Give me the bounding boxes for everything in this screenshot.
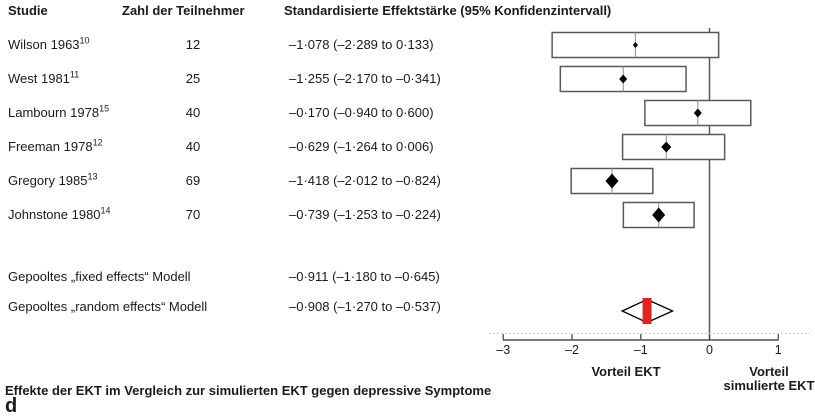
effect-ci-value: –1·255 (–2·170 to –0·341)	[289, 71, 441, 86]
estimate-marker	[605, 173, 619, 189]
effect-ci-value: –1·418 (–2·012 to –0·824)	[289, 173, 441, 188]
study-label: Gregory 198513	[8, 171, 98, 188]
favors-right-line1: Vorteil	[749, 364, 789, 379]
column-header-effect: Standardisierte Effektstärke (95% Konfid…	[284, 3, 612, 18]
effect-ci-value: –0·739 (–1·253 to –0·224)	[289, 207, 441, 222]
axis-tick-label: –2	[565, 343, 579, 357]
axis-tick-label: 0	[706, 343, 713, 357]
participants-value: 12	[185, 37, 201, 52]
figure-caption: Effekte der EKT im Vergleich zur simulie…	[5, 383, 492, 398]
column-header-study: Studie	[8, 3, 48, 18]
study-label: West 198111	[8, 69, 80, 86]
axis-tick-label: –3	[496, 343, 511, 357]
column-header-participants: Zahl der Teilnehmer	[122, 3, 245, 18]
estimate-marker	[619, 74, 628, 84]
estimate-marker	[632, 42, 638, 48]
favors-left-label: Vorteil EKT	[591, 364, 661, 379]
pooled-model-label: Gepooltes „fixed effects“ Modell	[8, 269, 191, 284]
participants-value: 70	[185, 207, 201, 222]
effect-ci-value: –0·170 (–0·940 to 0·600)	[289, 105, 434, 120]
pooled-effect-ci-value: –0·911 (–1·180 to –0·645)	[289, 269, 440, 284]
study-label: Lambourn 197815	[8, 103, 110, 120]
estimate-marker	[661, 141, 672, 153]
axis-tick-label: –1	[633, 343, 648, 357]
pooled-estimate-bar	[642, 298, 652, 324]
participants-value: 25	[185, 71, 201, 86]
pooled-model-label: Gepooltes „random effects“ Modell	[8, 299, 208, 314]
participants-value: 40	[185, 139, 201, 154]
participants-value: 40	[185, 105, 201, 120]
study-label: Wilson 196310	[8, 35, 90, 52]
effect-ci-value: –1·078 (–2·289 to 0·133)	[289, 37, 434, 52]
favors-right-line2: simulierte EKT	[723, 378, 815, 393]
axis-tick-label: 1	[774, 343, 782, 357]
favors-right-label: Vorteil simulierte EKT	[723, 365, 814, 393]
study-label: Johnstone 198014	[8, 205, 111, 222]
panel-letter: d	[5, 395, 18, 417]
pooled-effect-ci-value: –0·908 (–1·270 to –0·537)	[289, 299, 441, 314]
effect-ci-value: –0·629 (–1·264 to 0·006)	[289, 139, 434, 154]
estimate-marker	[693, 108, 702, 118]
estimate-marker	[652, 207, 666, 223]
participants-value: 69	[185, 173, 201, 188]
ci-box	[621, 133, 726, 161]
study-label: Freeman 197812	[8, 137, 103, 154]
